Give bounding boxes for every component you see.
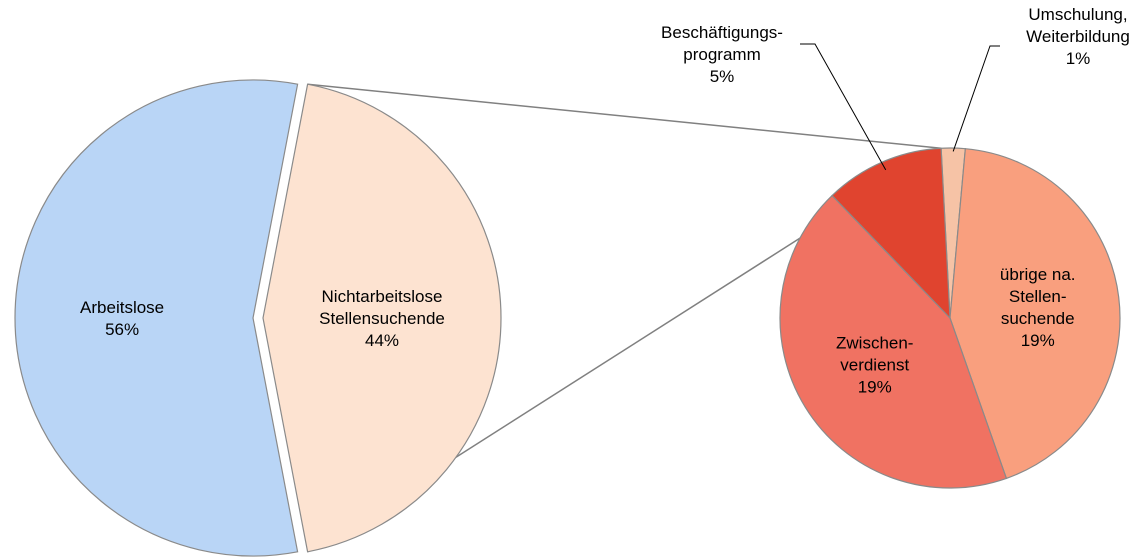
label-line: suchende xyxy=(1001,309,1075,328)
label-line: Zwischen- xyxy=(836,333,913,352)
label-line: Stellen- xyxy=(1009,287,1067,306)
label-line: Weiterbildung xyxy=(1026,27,1130,46)
pie-slice xyxy=(831,147,951,320)
slice-label: Nichtarbeitslose Stellensuchende 44% xyxy=(319,287,445,350)
value-label: 19% xyxy=(1021,331,1055,350)
leader-line xyxy=(800,43,887,171)
connector-line xyxy=(307,83,942,149)
label-line: übrige na. xyxy=(1000,265,1076,284)
value-label: 1% xyxy=(1066,49,1091,68)
slice-label: Umschulung, Weiterbildung 1% xyxy=(1026,5,1130,68)
pie-slice xyxy=(262,83,502,553)
slices xyxy=(14,79,1121,557)
value-label: 56% xyxy=(105,320,139,339)
label-line: Umschulung, xyxy=(1028,5,1127,24)
pie-slice xyxy=(779,194,1008,489)
label-line: Arbeitslose xyxy=(80,298,164,317)
value-label: 44% xyxy=(365,331,399,350)
label-line: verdienst xyxy=(840,355,909,374)
value-label: 19% xyxy=(858,377,892,396)
slice-label: übrige na. Stellen-suchende 19% xyxy=(1000,265,1076,350)
slice-label: Zwischen-verdienst 19% xyxy=(836,333,913,396)
label-line: programm xyxy=(683,45,760,64)
label-line: Beschäftigungs- xyxy=(661,23,783,42)
slice-label: Beschäftigungs-programm 5% xyxy=(661,23,783,86)
value-label: 5% xyxy=(710,67,735,86)
label-line: Nichtarbeitslose xyxy=(322,287,443,306)
pie-slice xyxy=(949,148,1121,480)
pie-slice xyxy=(14,79,299,557)
labels: Arbeitslose 56% Nichtarbeitslose Stellensuc… xyxy=(80,5,1130,396)
label-line: Stellensuchende xyxy=(319,309,445,328)
slice-label: Arbeitslose 56% xyxy=(80,298,164,339)
leader-line xyxy=(952,45,1000,152)
